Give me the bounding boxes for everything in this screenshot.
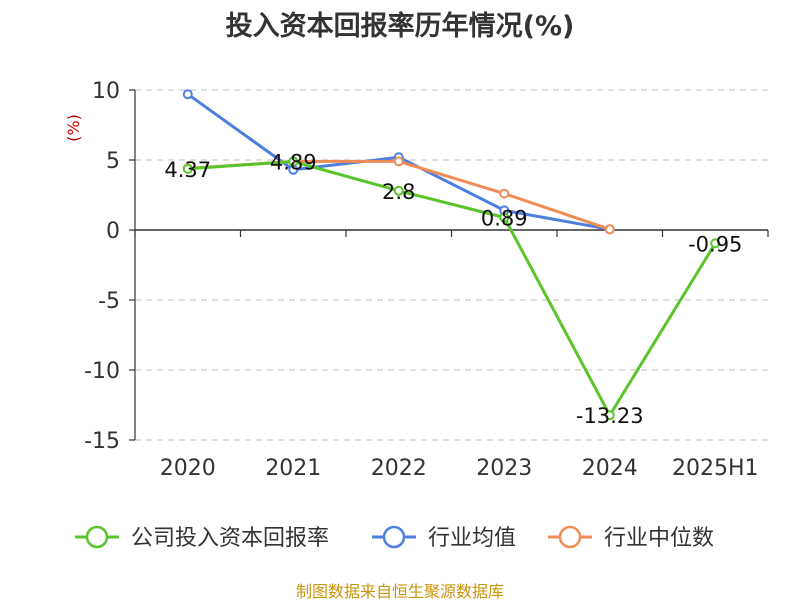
legend[interactable]: 公司投入资本回报率 行业均值 行业中位数 (75, 525, 714, 551)
series-lines (182, 89, 721, 421)
axes: 10 5 0 -5 -10 -15 2020 2021 2022 2023 2024 2025H1 (84, 79, 769, 481)
data-point (604, 224, 615, 235)
grid-lines (135, 89, 768, 441)
legend-item-0[interactable]: 公司投入资本回报率 (75, 525, 329, 551)
legend-label: 公司投入资本回报率 (131, 526, 329, 551)
data-label: 0.89 (481, 207, 528, 231)
x-tick-label: 2020 (160, 456, 216, 481)
source-note: 制图数据来自恒生聚源数据库 (295, 582, 504, 601)
data-label: 4.89 (270, 151, 317, 175)
chart-title: 投入资本回报率历年情况(%) (225, 11, 575, 42)
y-tick-label: 0 (106, 219, 120, 244)
legend-marker (382, 525, 406, 549)
data-label: 4.37 (164, 158, 211, 182)
data-point (604, 410, 615, 421)
x-tick-label: 2025H1 (672, 456, 759, 481)
y-tick-label: 10 (92, 79, 120, 104)
y-tick-label: -5 (98, 289, 120, 314)
legend-item-2[interactable]: 行业中位数 (548, 525, 714, 551)
data-point (499, 212, 510, 223)
data-point (499, 188, 510, 199)
data-label: 2.8 (382, 180, 415, 204)
data-labels: 4.37 4.89 2.8 0.89 -13.23 -0.95 (164, 151, 742, 429)
legend-marker (558, 525, 582, 549)
x-tick-label: 2022 (371, 456, 427, 481)
x-tick-label: 2023 (476, 456, 532, 481)
data-point (710, 238, 721, 249)
legend-marker (85, 525, 109, 549)
data-point (182, 163, 193, 174)
legend-item-1[interactable]: 行业均值 (372, 525, 516, 551)
data-point (393, 185, 404, 196)
legend-label: 行业中位数 (604, 526, 714, 551)
x-tick-label: 2021 (265, 456, 321, 481)
data-label: -0.95 (688, 232, 742, 256)
data-label: -13.23 (576, 404, 644, 428)
data-point (393, 156, 404, 167)
y-tick-label: -10 (84, 359, 120, 384)
legend-label: 行业均值 (428, 526, 516, 551)
data-point (288, 156, 299, 167)
series-line-0 (187, 160, 717, 417)
y-tick-label: 5 (106, 149, 120, 174)
data-point (182, 89, 193, 100)
y-tick-label: -15 (84, 429, 120, 454)
y-axis-unit-label: (%) (64, 114, 83, 142)
x-tick-label: 2024 (582, 456, 638, 481)
